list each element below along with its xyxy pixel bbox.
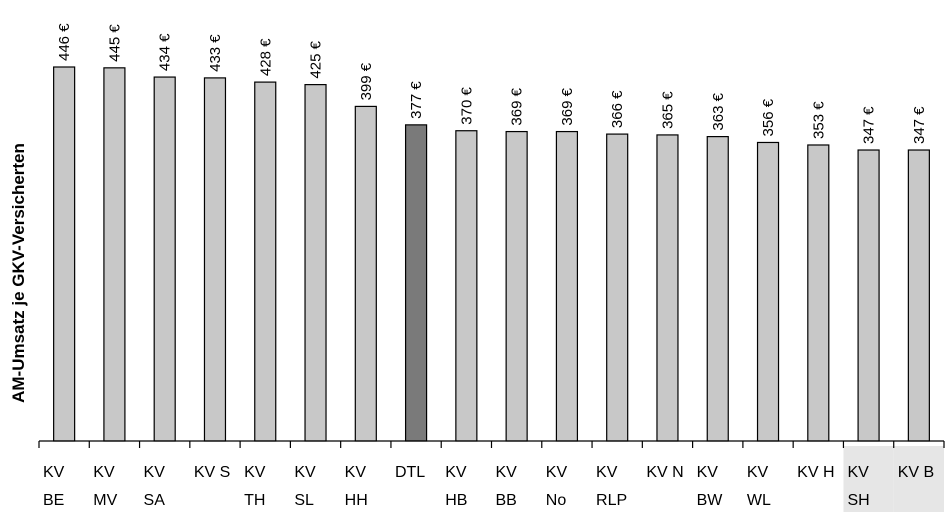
x-tick-label: HH [345,492,368,509]
value-label: 370 € [458,87,475,125]
value-label: 347 € [861,106,878,144]
x-tick-label: RLP [596,492,627,509]
x-tick-label: KV [596,464,618,481]
value-label: 363 € [710,92,727,130]
x-tick-label: KV [445,464,467,481]
x-tick-label: DTL [395,464,425,481]
bar [455,130,478,442]
x-tick-label: BB [496,492,517,509]
x-axis [38,440,945,448]
bar [53,66,76,442]
value-label: 369 € [559,87,576,125]
x-tick-label: BW [697,492,724,509]
value-label: 356 € [760,98,777,136]
x-tick-label: SL [294,492,314,509]
x-tick-label: SH [847,492,869,509]
value-label: 433 € [207,34,224,72]
x-tick-label: BE [43,492,64,509]
bar [203,77,227,442]
x-tick-label: KV [747,464,769,481]
x-tick-label: KV [93,464,115,481]
x-tick-label: KV [496,464,518,481]
bar [103,67,126,442]
value-label: 377 € [408,81,425,119]
value-label: 353 € [810,101,827,139]
category-label-shade [843,446,894,512]
bar [907,149,930,442]
bar [404,124,428,442]
bar [857,149,880,442]
category-label-shading [843,446,944,512]
x-tick-label: KV [43,464,65,481]
value-label: 347 € [911,106,928,144]
bar [354,105,377,442]
category-label-shade [893,446,944,512]
value-label: 445 € [106,24,123,62]
x-tick-label: No [546,492,567,509]
x-tick-label: HB [445,492,467,509]
value-label: 428 € [257,38,274,76]
value-labels: 446 € 445 € 434 € 433 € 428 € 425 € 399 € 377 €… [56,23,928,144]
x-tick-label: MV [93,492,117,509]
value-label: 365 € [659,91,676,129]
x-tick-label: SA [144,492,166,509]
bar [756,141,780,442]
bar [304,84,327,442]
bars [53,66,930,442]
x-tick-label: WL [747,492,771,509]
value-label: 366 € [609,90,626,128]
bar [153,76,176,442]
x-tick-label: KV N [646,464,683,481]
y-axis-label: AM-Umsatz je GKV-Versicherten [9,143,28,403]
x-tick-label: KV B [898,464,934,481]
x-tick-label: KV H [797,464,834,481]
bar [807,144,830,442]
bar [505,130,528,442]
value-label: 399 € [358,62,375,100]
x-tick-label: KV [294,464,316,481]
x-tick-label: KV S [194,464,230,481]
x-tick-label: KV [697,464,719,481]
x-tick-label: KV [144,464,166,481]
x-tick-labels: KV BE KV MV KV SA KV S KV TH KV SL KV HH DTL KV HB KV BB K… [43,464,934,509]
x-tick-label: TH [244,492,265,509]
value-label: 446 € [56,23,73,61]
x-tick-label: KV [345,464,367,481]
value-label: 425 € [308,40,325,78]
x-tick-label: KV [847,464,869,481]
bar [555,130,579,442]
bar [606,133,629,442]
x-tick-label: KV [546,464,568,481]
bar [254,81,277,442]
x-tick-label: KV [244,464,266,481]
value-label: 369 € [509,87,526,125]
value-label: 434 € [157,33,174,71]
bar [656,134,679,442]
bar [706,136,729,442]
